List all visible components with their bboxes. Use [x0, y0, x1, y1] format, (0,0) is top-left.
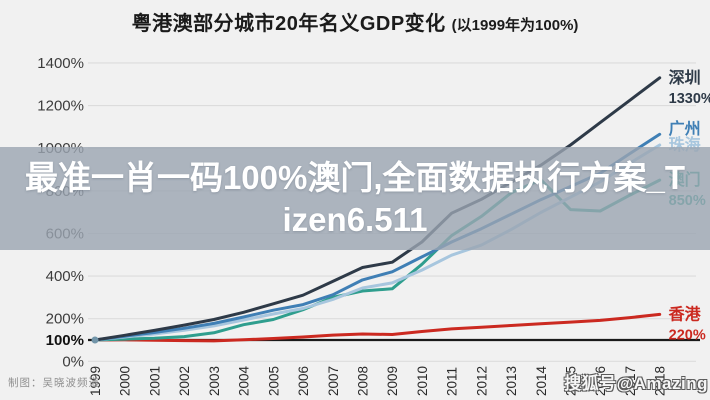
legend-name-4: 香港 — [668, 304, 702, 323]
overlay-text-line1: 最准一肖一码100%澳门,全面数据执行方案_T — [24, 158, 686, 196]
series-line-4 — [93, 312, 662, 343]
series-start-dot — [91, 336, 99, 344]
x-tick-label-2009: 2009 — [385, 366, 400, 396]
x-tick-label-2007: 2007 — [326, 366, 341, 396]
y-tick-label-100: 100% — [46, 332, 84, 349]
y-tick-label-0: 0% — [62, 353, 84, 370]
chart-title: 粤港澳部分城市20年名义GDP变化 (以1999年为100%) — [0, 7, 710, 36]
y-tick-label-1200: 1200% — [37, 98, 84, 115]
x-tick-label-2010: 2010 — [415, 366, 430, 396]
chart-title-main: 粤港澳部分城市20年名义GDP变化 — [131, 13, 446, 35]
y-tick-label-400: 400% — [46, 268, 84, 285]
x-tick-label-2016: 2016 — [593, 366, 608, 396]
y-tick-label-1400: 1400% — [37, 55, 84, 72]
legend-name-1: 广州 — [669, 119, 701, 138]
chart-credit: 制图：吴晓波频道 — [8, 377, 100, 389]
x-tick-label-2015: 2015 — [564, 366, 579, 396]
y-tick-label-200: 200% — [46, 311, 84, 328]
legend-value-0: 1330% — [669, 91, 710, 107]
x-tick-label-2002: 2002 — [177, 366, 192, 396]
x-tick-label-2003: 2003 — [207, 366, 222, 396]
x-tick-label-2004: 2004 — [237, 365, 252, 396]
x-tick-label-2005: 2005 — [266, 366, 281, 396]
start-dot — [91, 336, 99, 344]
legend-value-4: 220% — [669, 327, 706, 343]
x-tick-labels: 1999 2000 2001 2002 2003 2004 2005 2006 2007 2008… — [88, 365, 668, 396]
x-tick-label-2014: 2014 — [534, 365, 549, 396]
watermark-overlay-band: 最准一肖一码100%澳门,全面数据执行方案_T izen6.511 — [0, 147, 710, 250]
chart-title-suffix: (以1999年为100%) — [451, 17, 579, 34]
x-tick-label-2012: 2012 — [474, 366, 489, 396]
x-tick-label-2006: 2006 — [296, 366, 311, 396]
x-tick-label-2017: 2017 — [623, 366, 638, 396]
watermark-souhu: 搜狐号@Amazing — [564, 374, 708, 393]
x-tick-label-2001: 2001 — [147, 366, 162, 396]
legend-name-0: 深圳 — [669, 68, 701, 87]
x-tick-label-2018: 2018 — [653, 366, 668, 396]
overlay-text-line2: izen6.511 — [282, 200, 428, 238]
x-tick-label-2011: 2011 — [445, 367, 460, 396]
x-tick-label-2008: 2008 — [355, 366, 370, 396]
x-tick-label-2000: 2000 — [118, 366, 133, 396]
x-tick-label-1999: 1999 — [88, 366, 103, 396]
x-tick-label-2013: 2013 — [504, 366, 519, 396]
